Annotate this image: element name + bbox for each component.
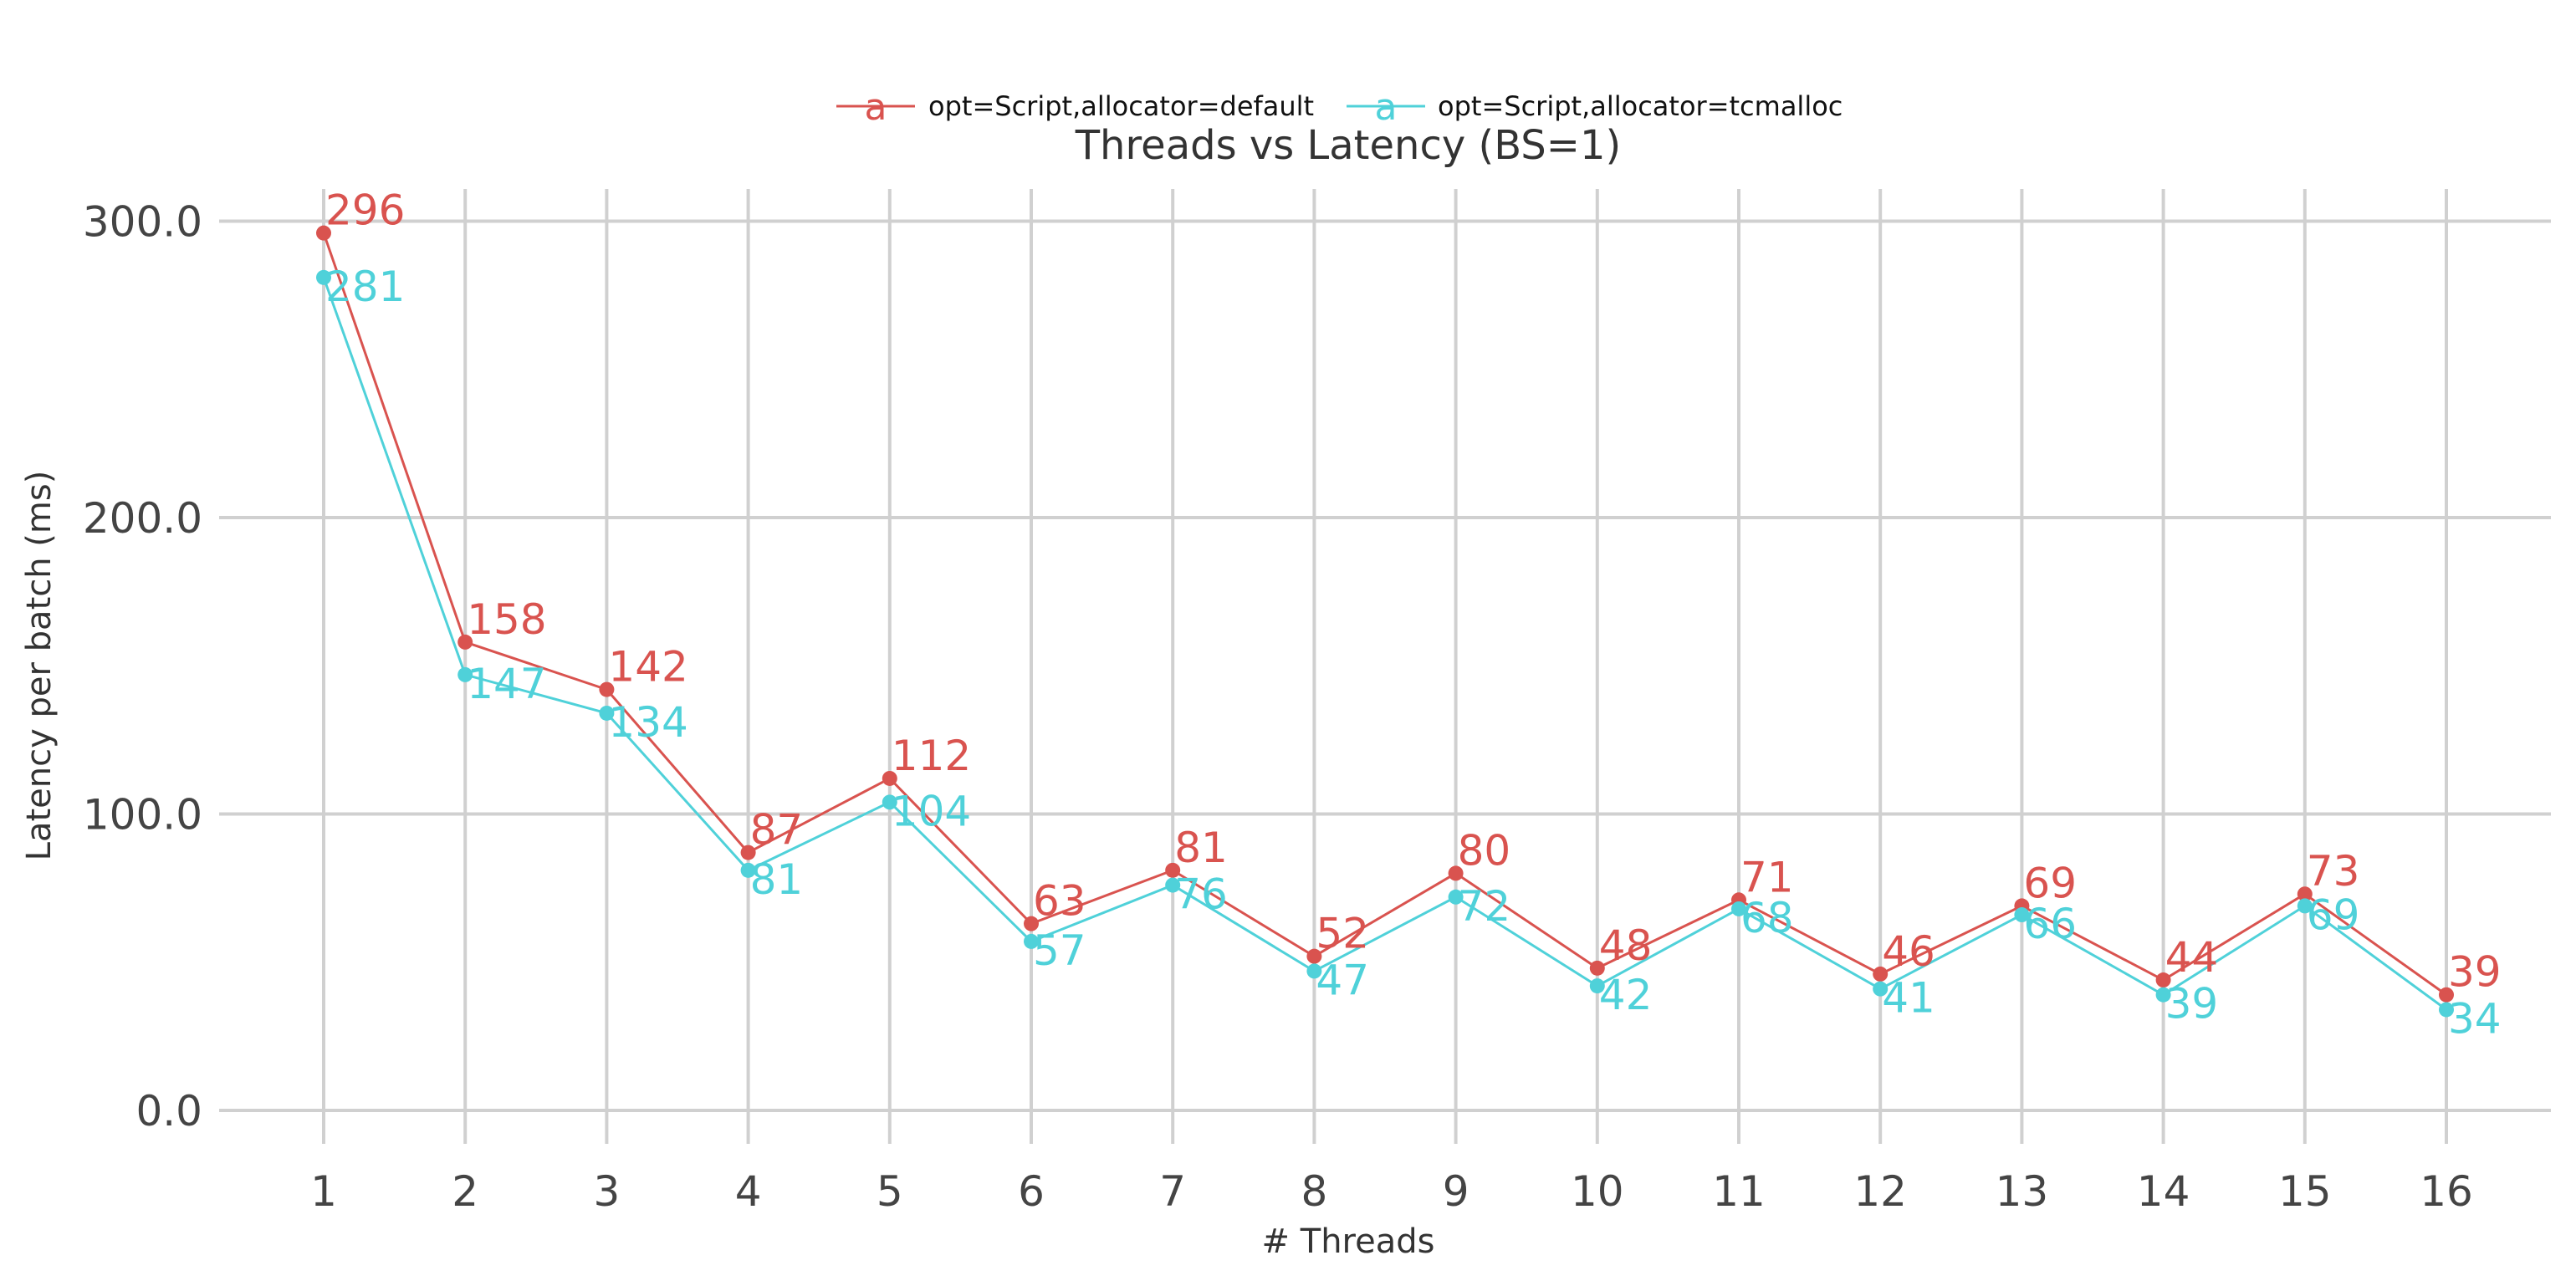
- data-point: [2155, 972, 2171, 988]
- data-label: 63: [1033, 877, 1086, 926]
- data-point: [2297, 898, 2313, 914]
- data-label: 81: [750, 855, 804, 904]
- y-axis-title: Latency per batch (ms): [20, 471, 59, 861]
- data-point: [599, 681, 615, 697]
- y-tick-label: 200.0: [83, 494, 202, 543]
- legend-item: a opt=Script,allocator=tcmalloc: [1347, 86, 1843, 129]
- x-tick-label: 11: [1712, 1167, 1766, 1216]
- data-label: 34: [2448, 994, 2502, 1043]
- data-label: 73: [2307, 847, 2360, 896]
- x-tick-label: 4: [735, 1167, 762, 1216]
- data-label: 57: [1033, 926, 1086, 975]
- data-point: [2297, 886, 2313, 902]
- data-label: 68: [1740, 894, 1794, 942]
- data-label: 66: [2023, 900, 2077, 948]
- data-label: 39: [2448, 948, 2502, 997]
- x-axis-title: # Threads: [1262, 1222, 1435, 1261]
- data-point: [1589, 960, 1605, 976]
- data-point: [316, 225, 331, 241]
- data-point: [1306, 963, 1322, 979]
- x-tick-label: 12: [1853, 1167, 1907, 1216]
- data-label: 41: [1882, 974, 1935, 1023]
- data-point: [2439, 987, 2454, 1003]
- x-tick-label: 5: [877, 1167, 903, 1216]
- data-point: [1024, 933, 1039, 949]
- x-tick-label: 15: [2278, 1167, 2332, 1216]
- legend-marker: a: [865, 86, 887, 129]
- data-point: [316, 269, 331, 285]
- x-tick-label: 13: [1996, 1167, 2049, 1216]
- data-label: 42: [1599, 971, 1653, 1019]
- data-label: 158: [467, 595, 546, 644]
- series-line: [322, 232, 2447, 996]
- data-label: 47: [1316, 956, 1369, 1004]
- data-label: 80: [1458, 826, 1511, 875]
- x-tick-label: 3: [593, 1167, 620, 1216]
- series-line: [322, 277, 2447, 1011]
- data-point: [1024, 916, 1039, 931]
- data-label: 112: [892, 732, 971, 780]
- data-point: [1306, 948, 1322, 964]
- data-label: 48: [1599, 921, 1653, 970]
- data-labels: 296 158 142 87 112 63 81 52 80 48 71 46 69 44 73 39 281 1…: [325, 186, 2502, 1044]
- data-label: 104: [892, 787, 971, 835]
- x-tick-label: 2: [452, 1167, 478, 1216]
- data-label: 134: [608, 698, 687, 747]
- legend-marker: a: [1375, 86, 1398, 129]
- data-point: [1448, 865, 1464, 881]
- data-label: 69: [2023, 859, 2077, 907]
- data-label: 69: [2307, 891, 2360, 939]
- data-label: 81: [1174, 824, 1228, 872]
- data-point: [457, 666, 473, 682]
- data-point: [1589, 978, 1605, 994]
- y-tick-label: 300.0: [83, 198, 202, 247]
- x-tick-label: 8: [1301, 1167, 1327, 1216]
- data-label: 296: [325, 186, 405, 235]
- x-tick-label: 10: [1571, 1167, 1624, 1216]
- data-label: 44: [2165, 933, 2219, 982]
- data-point: [1165, 862, 1181, 878]
- data-point: [2155, 987, 2171, 1003]
- data-point: [1448, 889, 1464, 905]
- data-point: [1873, 981, 1889, 997]
- data-point: [1165, 877, 1181, 893]
- chart-title: Threads vs Latency (BS=1): [1075, 122, 1622, 169]
- x-tick-label: 1: [310, 1167, 337, 1216]
- data-point: [2439, 1002, 2454, 1018]
- data-label: 147: [467, 660, 546, 708]
- data-point: [1731, 901, 1746, 916]
- data-point: [740, 845, 756, 860]
- data-label: 39: [2165, 980, 2219, 1028]
- series-layer: [316, 225, 2454, 1018]
- legend-label: opt=Script,allocator=tcmalloc: [1438, 90, 1843, 122]
- x-tick-label: 14: [2137, 1167, 2190, 1216]
- data-point: [457, 634, 473, 650]
- data-label: 76: [1174, 870, 1228, 919]
- data-label: 87: [750, 806, 804, 855]
- x-tick-label: 16: [2420, 1167, 2473, 1216]
- legend-item: a opt=Script,allocator=default: [836, 86, 1314, 129]
- legend: a opt=Script,allocator=default a opt=Scr…: [836, 86, 1843, 129]
- legend-label: opt=Script,allocator=default: [928, 90, 1314, 122]
- data-label: 46: [1882, 927, 1935, 976]
- data-label: 52: [1316, 910, 1369, 958]
- x-tick-label: 6: [1018, 1167, 1045, 1216]
- data-point: [882, 794, 897, 810]
- data-point: [740, 862, 756, 878]
- data-label: 142: [608, 643, 687, 691]
- data-point: [599, 705, 615, 721]
- data-label: 281: [325, 263, 405, 311]
- x-tick-label: 7: [1159, 1167, 1186, 1216]
- data-point: [1873, 966, 1889, 982]
- data-point: [882, 770, 897, 786]
- data-point: [2014, 907, 2030, 923]
- x-tick-label: 9: [1443, 1167, 1469, 1216]
- y-tick-label: 0.0: [135, 1087, 202, 1135]
- y-tick-label: 100.0: [83, 791, 202, 839]
- data-label: 71: [1740, 853, 1794, 901]
- data-label: 72: [1458, 882, 1511, 931]
